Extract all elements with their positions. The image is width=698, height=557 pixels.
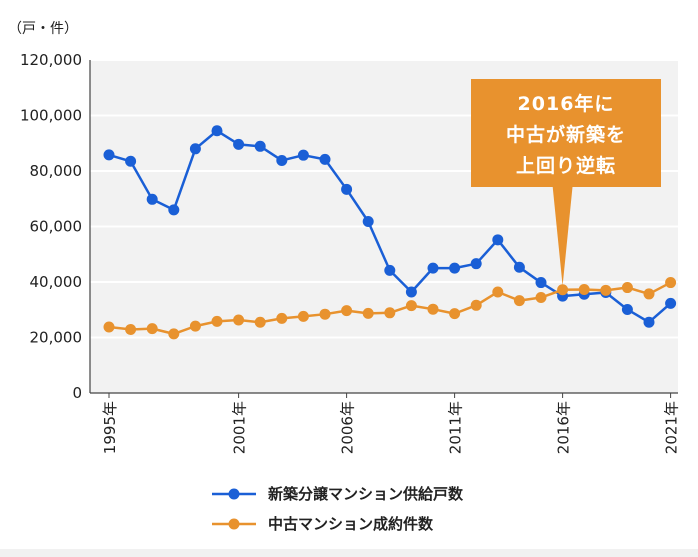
series-points — [103, 125, 677, 340]
data-point-used-contracts — [449, 308, 461, 320]
data-point-new-supply — [168, 204, 180, 216]
data-point-new-supply — [621, 303, 633, 315]
data-point-used-contracts — [557, 284, 569, 296]
data-point-used-contracts — [125, 323, 137, 335]
data-point-used-contracts — [470, 299, 482, 311]
x-tick-label: 1995年 — [101, 401, 119, 454]
y-tick-label: 20,000 — [30, 329, 83, 347]
legend-item-used-contracts: 中古マンション成約件数 — [212, 515, 434, 533]
x-tick-labels: 1995年 2001年 2006年 2011年 2016年 2021年 — [101, 393, 681, 454]
data-point-used-contracts — [513, 295, 525, 307]
data-point-new-supply — [535, 277, 547, 289]
callout-text-line: 中古が新築を — [506, 123, 626, 146]
data-point-used-contracts — [103, 321, 115, 333]
data-point-new-supply — [665, 297, 677, 309]
data-point-used-contracts — [189, 320, 201, 332]
data-point-used-contracts — [535, 292, 547, 304]
data-point-used-contracts — [621, 282, 633, 294]
y-tick-label: 40,000 — [30, 273, 83, 291]
data-point-used-contracts — [297, 310, 309, 322]
data-point-new-supply — [125, 155, 137, 167]
data-point-used-contracts — [276, 312, 288, 324]
data-point-used-contracts — [492, 286, 504, 298]
x-tick-label: 2021年 — [663, 401, 681, 454]
data-point-new-supply — [362, 216, 374, 228]
y-tick-label: 100,000 — [20, 107, 82, 125]
data-point-new-supply — [427, 262, 439, 274]
data-point-new-supply — [103, 149, 115, 161]
data-point-used-contracts — [405, 300, 417, 312]
x-tick-label: 2011年 — [447, 401, 465, 454]
data-point-used-contracts — [384, 307, 396, 319]
x-tick-label: 2001年 — [231, 401, 249, 454]
y-tick-label: 80,000 — [30, 162, 83, 180]
callout-box — [471, 79, 661, 187]
data-point-new-supply — [492, 234, 504, 246]
legend: 新築分譲マンション供給戸数 中古マンション成約件数 — [212, 485, 464, 533]
data-point-used-contracts — [643, 288, 655, 300]
callout-text-line: 上回り逆転 — [516, 154, 616, 177]
data-point-used-contracts — [665, 277, 677, 289]
data-point-new-supply — [297, 149, 309, 161]
data-point-used-contracts — [254, 316, 266, 328]
bottom-divider — [0, 549, 698, 557]
data-point-new-supply — [643, 316, 655, 328]
data-point-used-contracts — [578, 283, 590, 295]
data-point-new-supply — [276, 154, 288, 166]
y-tick-label: 60,000 — [30, 218, 83, 236]
data-point-new-supply — [211, 125, 223, 137]
legend-marker-new-supply — [228, 488, 240, 500]
data-point-used-contracts — [341, 305, 353, 317]
data-point-used-contracts — [600, 284, 612, 296]
data-point-new-supply — [341, 183, 353, 195]
y-tick-label: 0 — [72, 384, 82, 402]
y-tick-label: 120,000 — [20, 51, 82, 69]
data-point-used-contracts — [211, 315, 223, 327]
legend-label-new-supply: 新築分譲マンション供給戸数 — [268, 485, 464, 503]
data-point-used-contracts — [362, 307, 374, 319]
callout-pointer — [552, 186, 573, 286]
y-tick-labels: 0 20,000 40,000 60,000 80,000 100,000 120,000 — [20, 51, 82, 402]
y-unit-label: （戸・件） — [8, 21, 78, 37]
data-point-used-contracts — [427, 303, 439, 315]
data-point-new-supply — [470, 258, 482, 270]
data-point-used-contracts — [168, 328, 180, 340]
data-point-used-contracts — [146, 323, 158, 335]
data-point-new-supply — [384, 264, 396, 276]
data-point-new-supply — [319, 153, 331, 165]
data-point-new-supply — [146, 193, 158, 205]
data-point-new-supply — [449, 262, 461, 274]
legend-item-new-supply: 新築分譲マンション供給戸数 — [212, 485, 464, 503]
data-point-used-contracts — [319, 308, 331, 320]
legend-label-used-contracts: 中古マンション成約件数 — [268, 515, 434, 533]
data-point-new-supply — [405, 286, 417, 298]
data-point-used-contracts — [233, 314, 245, 326]
data-point-new-supply — [189, 143, 201, 155]
callout-text-line: 2016年に — [518, 92, 615, 115]
data-point-new-supply — [513, 261, 525, 273]
data-point-new-supply — [233, 138, 245, 150]
legend-marker-used-contracts — [228, 518, 240, 530]
x-tick-label: 2016年 — [555, 401, 573, 454]
data-point-new-supply — [254, 140, 266, 152]
x-tick-label: 2006年 — [339, 401, 357, 454]
